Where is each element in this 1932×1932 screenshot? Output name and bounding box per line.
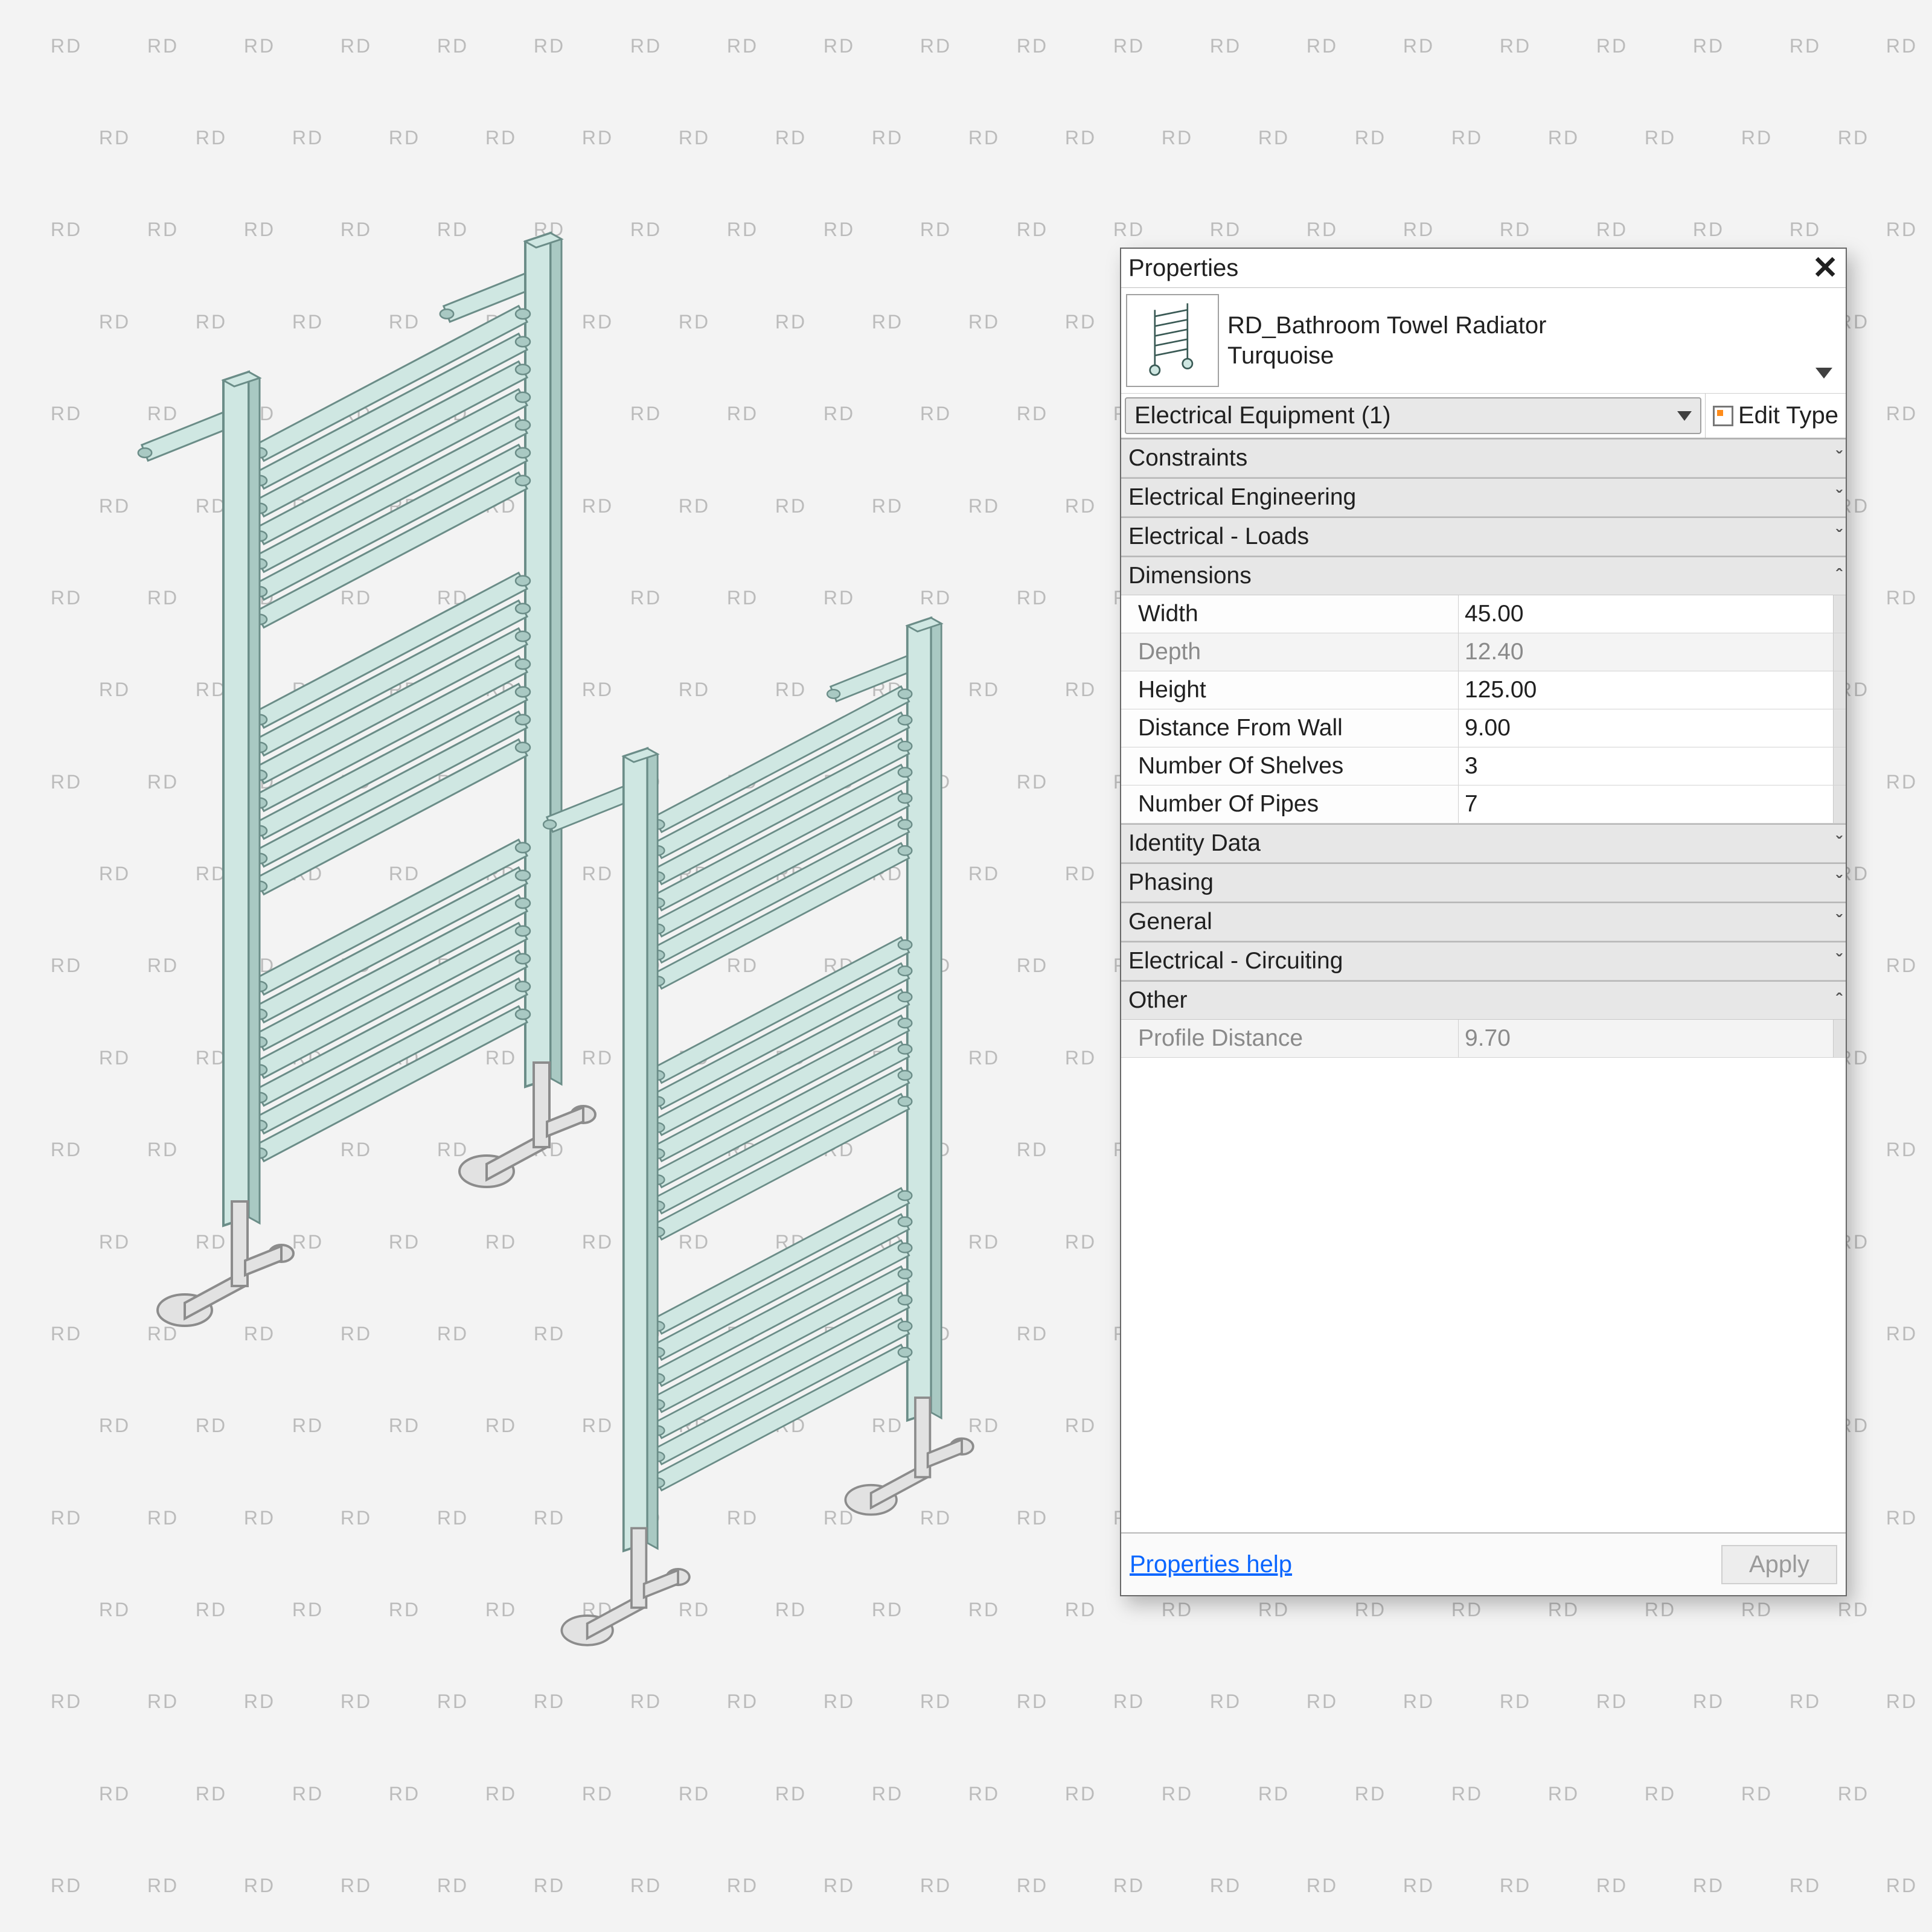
group-label: Other	[1128, 987, 1188, 1014]
property-row[interactable]: Width45.00	[1121, 595, 1846, 633]
group-header[interactable]: Constraints ˇ	[1121, 438, 1846, 478]
expand-icon: ˇ	[1836, 448, 1838, 469]
property-name: Profile Distance	[1121, 1020, 1459, 1057]
group-header[interactable]: General ˇ	[1121, 902, 1846, 941]
group-label: Electrical - Circuiting	[1128, 948, 1343, 974]
property-name: Depth	[1121, 633, 1459, 671]
expand-icon: ˇ	[1836, 526, 1838, 547]
group-label: Phasing	[1128, 869, 1214, 896]
expand-icon: ˇ	[1836, 872, 1838, 893]
property-name: Distance From Wall	[1121, 709, 1459, 747]
group-header[interactable]: Electrical Engineering ˇ	[1121, 478, 1846, 517]
group-label: Electrical Engineering	[1128, 484, 1356, 511]
edit-type-label: Edit Type	[1738, 402, 1838, 429]
properties-list: ConstraintsˇElectrical EngineeringˇElect…	[1121, 438, 1846, 1532]
type-type-name: Turquoise	[1227, 341, 1807, 371]
property-name: Number Of Pipes	[1121, 785, 1459, 823]
group-label: Identity Data	[1128, 830, 1261, 857]
expand-icon: ˇ	[1836, 951, 1838, 971]
close-icon[interactable]: ✕	[1812, 252, 1838, 284]
property-value[interactable]: 9.00	[1459, 709, 1833, 747]
property-row[interactable]: Height125.00	[1121, 671, 1846, 709]
group-header[interactable]: Other ˆ	[1121, 980, 1846, 1020]
collapse-icon: ˆ	[1836, 990, 1838, 1011]
group-label: Electrical - Loads	[1128, 523, 1309, 550]
type-labels: RD_Bathroom Towel Radiator Turquoise	[1227, 310, 1807, 371]
category-filter-label: Electrical Equipment (1)	[1134, 402, 1391, 429]
property-value[interactable]: 3	[1459, 747, 1833, 785]
property-value[interactable]: 45.00	[1459, 595, 1833, 633]
group-label: Dimensions	[1128, 563, 1252, 589]
group-header[interactable]: Phasing ˇ	[1121, 863, 1846, 902]
model-viewport[interactable]	[72, 254, 1069, 1582]
property-row: Depth12.40	[1121, 633, 1846, 671]
collapse-icon: ˆ	[1836, 566, 1838, 586]
property-value[interactable]: 125.00	[1459, 671, 1833, 709]
property-row: Profile Distance9.70	[1121, 1020, 1846, 1058]
chevron-down-icon	[1677, 411, 1692, 421]
property-row[interactable]: Number Of Pipes7	[1121, 785, 1846, 824]
property-row[interactable]: Distance From Wall9.00	[1121, 709, 1846, 747]
edit-type-button[interactable]: Edit Type	[1705, 394, 1846, 438]
expand-icon: ˇ	[1836, 833, 1838, 854]
edit-type-icon	[1713, 406, 1733, 426]
properties-help-link[interactable]: Properties help	[1130, 1551, 1292, 1578]
property-name: Height	[1121, 671, 1459, 709]
row-handle	[1833, 785, 1846, 823]
group-label: Constraints	[1128, 445, 1247, 472]
row-handle	[1833, 747, 1846, 785]
property-value: 12.40	[1459, 633, 1833, 671]
row-handle	[1833, 671, 1846, 709]
row-handle	[1833, 1020, 1846, 1057]
panel-footer: Properties help Apply	[1121, 1532, 1846, 1595]
category-filter-dropdown[interactable]: Electrical Equipment (1)	[1125, 397, 1701, 434]
apply-button[interactable]: Apply	[1721, 1545, 1837, 1584]
type-selector[interactable]: RD_Bathroom Towel Radiator Turquoise	[1121, 288, 1846, 394]
group-header[interactable]: Identity Data ˇ	[1121, 824, 1846, 863]
group-header[interactable]: Electrical - Circuiting ˇ	[1121, 941, 1846, 980]
row-handle	[1833, 595, 1846, 633]
chevron-down-icon[interactable]	[1815, 368, 1832, 379]
group-header[interactable]: Electrical - Loads ˇ	[1121, 517, 1846, 556]
panel-titlebar[interactable]: Properties ✕	[1121, 249, 1846, 288]
type-family-name: RD_Bathroom Towel Radiator	[1227, 310, 1807, 341]
property-value: 9.70	[1459, 1020, 1833, 1057]
property-name: Width	[1121, 595, 1459, 633]
row-handle	[1833, 709, 1846, 747]
panel-title-text: Properties	[1128, 255, 1238, 282]
property-row[interactable]: Number Of Shelves3	[1121, 747, 1846, 785]
expand-icon: ˇ	[1836, 912, 1838, 932]
properties-panel: Properties ✕ RD_Bathroom Towel Radiat	[1120, 248, 1847, 1596]
property-value[interactable]: 7	[1459, 785, 1833, 823]
group-label: General	[1128, 909, 1212, 935]
type-thumbnail	[1126, 294, 1219, 387]
row-handle	[1833, 633, 1846, 671]
group-header[interactable]: Dimensions ˆ	[1121, 556, 1846, 595]
expand-icon: ˇ	[1836, 487, 1838, 508]
property-name: Number Of Shelves	[1121, 747, 1459, 785]
